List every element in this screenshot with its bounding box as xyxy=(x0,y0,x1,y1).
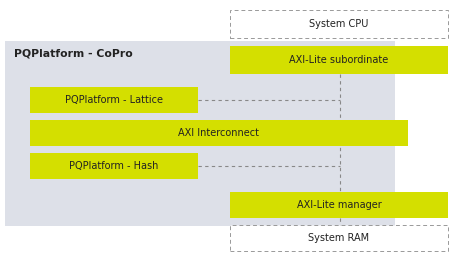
FancyBboxPatch shape xyxy=(30,120,407,146)
Text: AXI-Lite manager: AXI-Lite manager xyxy=(296,200,381,210)
FancyBboxPatch shape xyxy=(30,153,197,179)
FancyBboxPatch shape xyxy=(230,46,447,74)
Text: System RAM: System RAM xyxy=(308,233,369,243)
Text: System CPU: System CPU xyxy=(308,19,368,29)
Text: PQPlatform - Hash: PQPlatform - Hash xyxy=(69,161,158,171)
Polygon shape xyxy=(230,225,447,251)
FancyBboxPatch shape xyxy=(5,41,394,226)
Text: PQPlatform - Lattice: PQPlatform - Lattice xyxy=(65,95,162,105)
FancyBboxPatch shape xyxy=(30,87,197,113)
Text: AXI-Lite subordinate: AXI-Lite subordinate xyxy=(289,55,388,65)
FancyBboxPatch shape xyxy=(230,192,447,218)
Text: AXI Interconnect: AXI Interconnect xyxy=(178,128,259,138)
Text: PQPlatform - CoPro: PQPlatform - CoPro xyxy=(14,48,133,58)
Polygon shape xyxy=(230,10,447,38)
